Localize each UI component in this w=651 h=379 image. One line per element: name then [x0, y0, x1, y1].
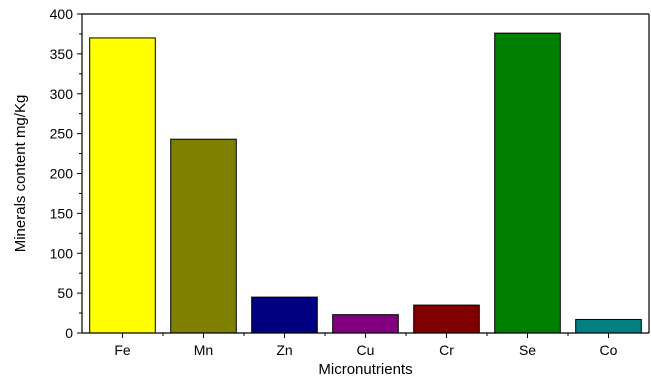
x-tick-label-co: Co — [600, 342, 618, 358]
x-tick-label-zn: Zn — [276, 342, 292, 358]
bar-mn — [170, 138, 237, 334]
y-tick-label-250: 250 — [50, 126, 74, 142]
y-tick-label-150: 150 — [50, 205, 74, 221]
bar-fe — [89, 37, 156, 334]
y-tick-label-200: 200 — [50, 166, 74, 182]
bar-cu — [332, 314, 399, 334]
bar-se — [494, 32, 561, 334]
x-tick-label-fe: Fe — [114, 342, 131, 358]
y-axis-title: Minerals content mg/Kg — [12, 95, 29, 253]
bars-group — [89, 32, 642, 334]
y-tick-label-350: 350 — [50, 46, 74, 62]
x-tick-label-mn: Mn — [194, 342, 213, 358]
axes-group: 0 50 100 150 200 250 300 350 400 Fe Mn Zn Cu Cr Se Co — [50, 6, 650, 358]
bar-cr — [413, 304, 480, 334]
y-tick-label-0: 0 — [65, 325, 73, 341]
bar-zn — [251, 296, 318, 334]
x-tick-label-se: Se — [519, 342, 536, 358]
y-tick-label-300: 300 — [50, 86, 74, 102]
bar-co — [575, 318, 642, 334]
x-tick-label-cr: Cr — [439, 342, 454, 358]
y-tick-label-50: 50 — [57, 285, 73, 301]
x-tick-label-cu: Cu — [357, 342, 375, 358]
x-axis-title: Micronutrients — [318, 361, 412, 378]
y-tick-label-100: 100 — [50, 245, 74, 261]
y-tick-label-400: 400 — [50, 6, 74, 22]
